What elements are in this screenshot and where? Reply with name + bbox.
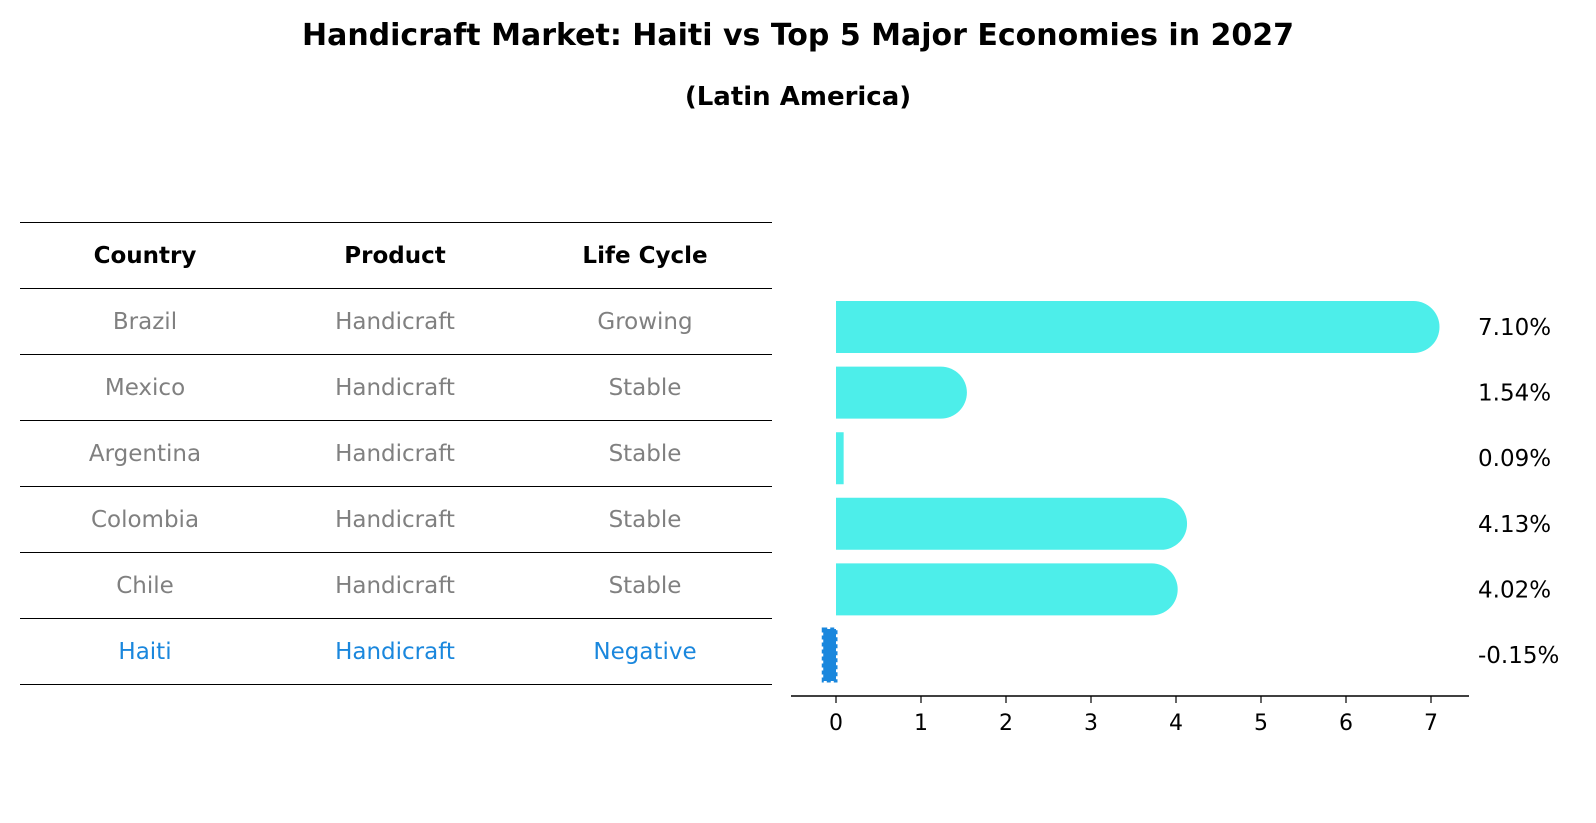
x-tick-label: 5 <box>1254 711 1268 736</box>
cell-product: Handicraft <box>335 572 455 599</box>
cell-country: Argentina <box>88 440 202 467</box>
x-tick-label: 6 <box>1339 711 1353 736</box>
header-product: Product <box>344 242 446 269</box>
bar-mexico <box>836 366 967 419</box>
x-tick-label: 2 <box>999 711 1013 736</box>
cell-product: Handicraft <box>335 638 455 665</box>
bar-brazil <box>836 301 1440 353</box>
cell-country: Chile <box>116 572 174 599</box>
cell-life-cycle: Stable <box>608 506 682 533</box>
cell-country: Haiti <box>118 638 172 665</box>
cell-life-cycle: Stable <box>608 440 682 467</box>
table-row: Argentina Handicraft Stable <box>20 420 772 486</box>
chart-title: Handicraft Market: Haiti vs Top 5 Major … <box>301 18 1295 53</box>
table-row: Chile Handicraft Stable <box>20 552 772 618</box>
cell-life-cycle: Negative <box>593 638 697 665</box>
bar-colombia <box>836 497 1188 550</box>
table-row: Mexico Handicraft Stable <box>20 354 772 420</box>
table-row: Brazil Handicraft Growing <box>20 288 772 354</box>
header-life-cycle: Life Cycle <box>582 242 708 269</box>
country-table: Country Product Life Cycle Brazil Handic… <box>20 222 772 685</box>
value-label-haiti: -0.15% <box>1478 643 1559 669</box>
cell-life-cycle: Stable <box>608 374 682 401</box>
value-label-argentina: 0.09% <box>1478 446 1551 472</box>
cell-product: Handicraft <box>335 506 455 533</box>
cell-country: Brazil <box>112 308 178 335</box>
x-tick-label: 4 <box>1169 711 1183 736</box>
x-tick-label: 0 <box>829 711 843 736</box>
header-country: Country <box>93 242 197 269</box>
bar-haiti <box>821 627 838 683</box>
table-header-row: Country Product Life Cycle <box>20 222 772 288</box>
cell-product: Handicraft <box>335 308 455 335</box>
chart-subtitle: (Latin America) <box>684 82 912 112</box>
x-tick-label: 1 <box>914 711 928 736</box>
cell-country: Mexico <box>104 374 186 401</box>
cell-life-cycle: Stable <box>608 572 682 599</box>
value-label-chile: 4.02% <box>1478 577 1551 603</box>
value-label-brazil: 7.10% <box>1478 315 1551 341</box>
table-row-highlight: Haiti Handicraft Negative <box>20 618 772 685</box>
bar-argentina <box>836 432 844 485</box>
value-label-colombia: 4.13% <box>1478 512 1551 538</box>
cell-product: Handicraft <box>335 440 455 467</box>
x-tick-label: 3 <box>1084 711 1098 736</box>
value-label-mexico: 1.54% <box>1478 381 1551 407</box>
bar-chile <box>836 563 1178 616</box>
cell-country: Colombia <box>90 506 200 533</box>
table-row: Colombia Handicraft Stable <box>20 486 772 552</box>
cell-life-cycle: Growing <box>597 308 693 335</box>
cell-product: Handicraft <box>335 374 455 401</box>
x-tick-label: 7 <box>1424 711 1438 736</box>
